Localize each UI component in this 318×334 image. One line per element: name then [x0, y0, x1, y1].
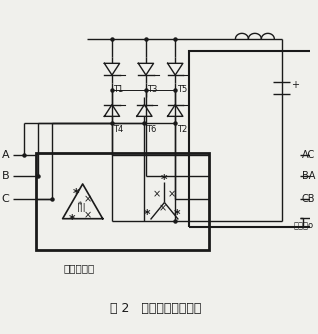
Text: ×: ×	[83, 210, 91, 220]
Text: C: C	[2, 194, 9, 204]
Text: ×: ×	[83, 194, 91, 204]
Bar	[36, 153, 209, 250]
Text: ×: ×	[159, 203, 167, 213]
Text: *: *	[78, 201, 82, 210]
Text: *: *	[174, 208, 180, 221]
Text: 同步变压器: 同步变压器	[64, 263, 95, 273]
Bar	[189, 51, 318, 227]
Text: 图 2   相控整流部分电路: 图 2 相控整流部分电路	[109, 303, 201, 316]
Text: T4: T4	[114, 125, 124, 134]
Text: ×: ×	[168, 190, 176, 200]
Text: *: *	[73, 187, 80, 200]
Text: 中性点o: 中性点o	[294, 221, 314, 230]
Text: T5: T5	[177, 85, 187, 94]
Text: BA: BA	[302, 171, 315, 181]
Text: *: *	[161, 173, 168, 186]
Text: ×: ×	[153, 190, 161, 200]
Text: B: B	[2, 171, 9, 181]
Text: CB: CB	[302, 194, 315, 204]
Text: *: *	[144, 208, 151, 221]
Text: T2: T2	[177, 125, 187, 134]
Text: T1: T1	[114, 85, 124, 94]
Text: AC: AC	[302, 150, 315, 160]
Text: T3: T3	[148, 85, 158, 94]
Text: |||: |||	[77, 203, 86, 212]
Text: T6: T6	[146, 125, 156, 134]
Text: *: *	[69, 213, 75, 226]
Text: A: A	[2, 150, 9, 160]
Text: +: +	[291, 80, 299, 90]
